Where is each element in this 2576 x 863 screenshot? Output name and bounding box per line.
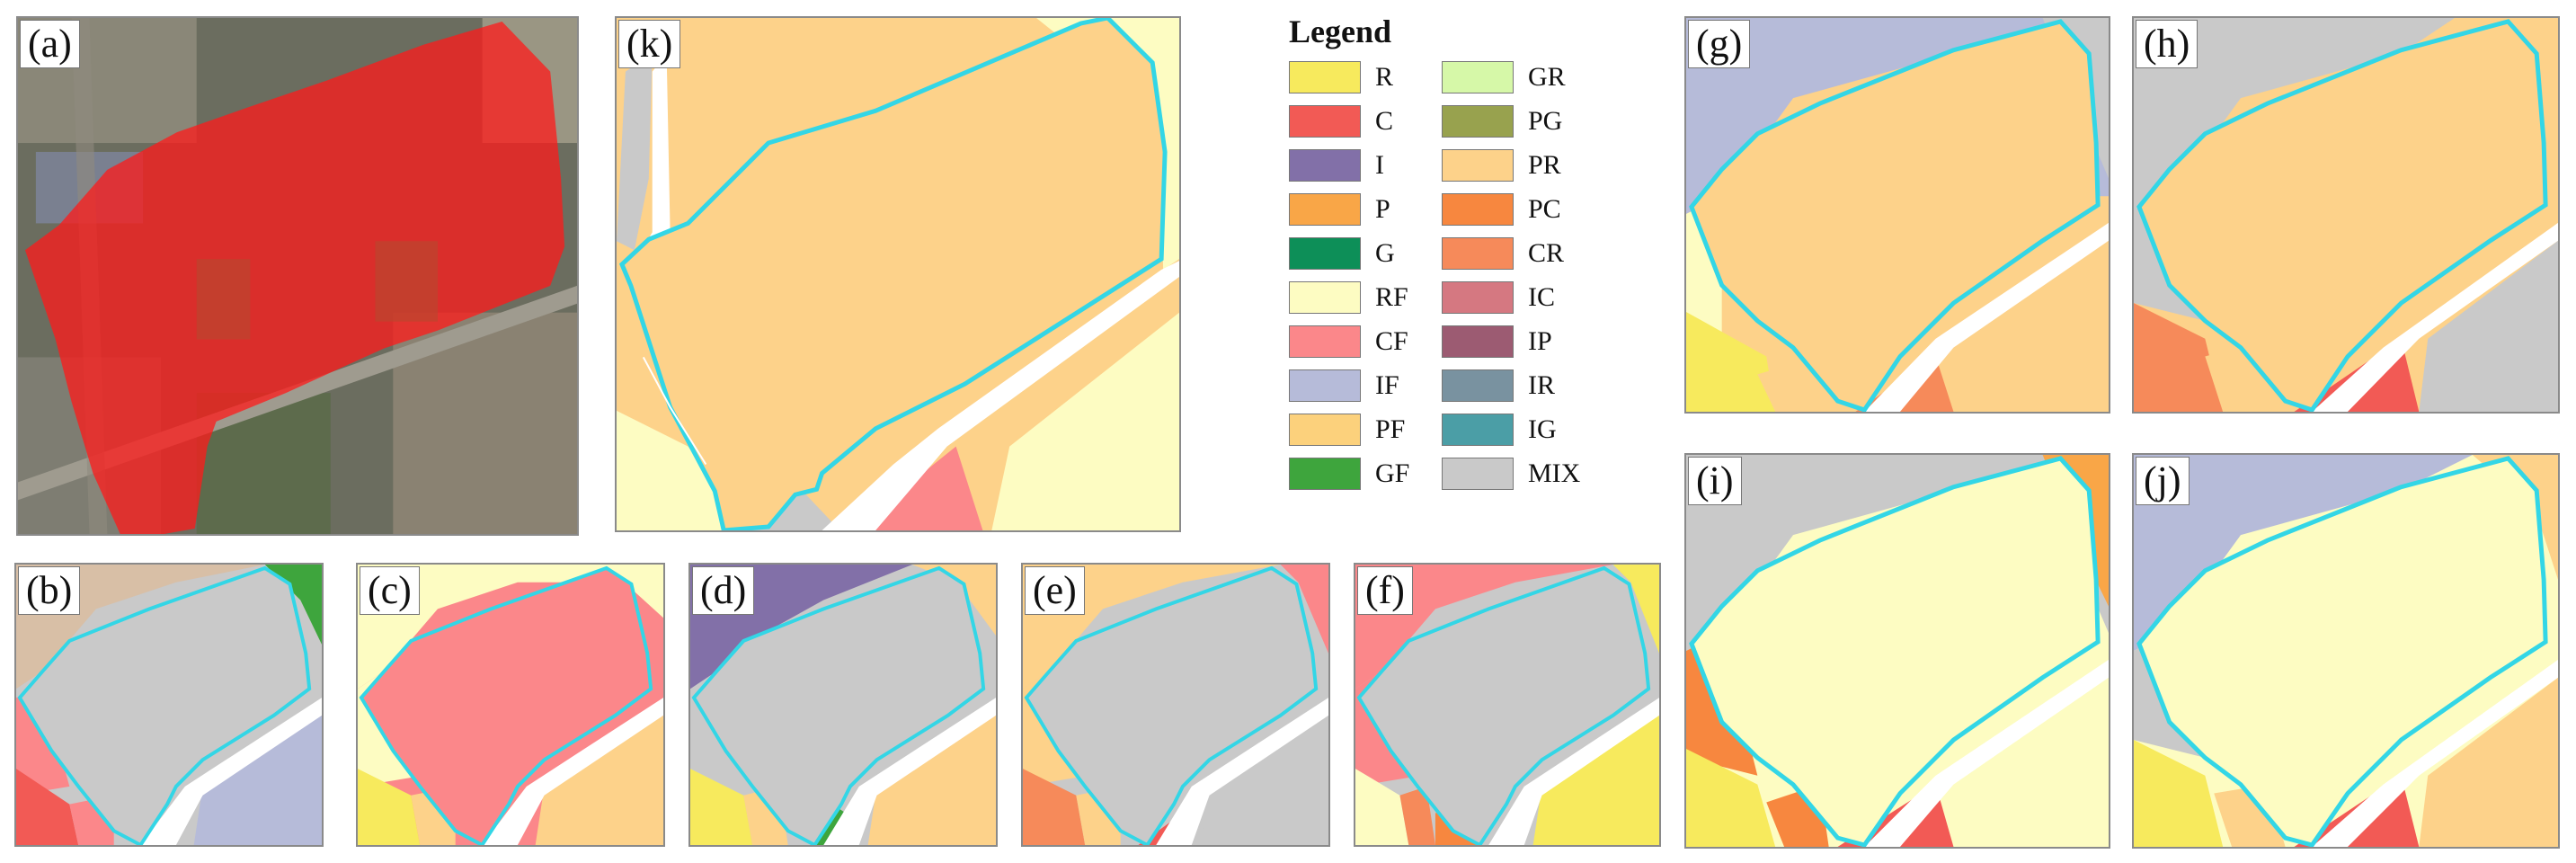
- legend-label: IG: [1528, 414, 1557, 444]
- landuse-map-h: [2134, 18, 2558, 412]
- legend-swatch: [1442, 458, 1514, 490]
- landuse-map-g: [1686, 18, 2109, 412]
- legend-swatch: [1289, 414, 1361, 446]
- panel-e-map: (e): [1021, 563, 1330, 847]
- panel-label-d: (d): [692, 566, 755, 615]
- legend-label: PR: [1528, 150, 1561, 180]
- panel-a-satellite: (a): [16, 16, 579, 536]
- legend: Legend R C I P G RF CF IF PF GF GR PG PR PC CR IC IP IR IG…: [1276, 13, 1582, 507]
- legend-label: R: [1375, 62, 1394, 92]
- legend-label: P: [1375, 194, 1390, 224]
- landuse-map-j: [2134, 455, 2558, 847]
- legend-label: G: [1375, 238, 1395, 268]
- panel-label-g: (g): [1688, 20, 1751, 68]
- legend-title: Legend: [1289, 13, 1392, 49]
- panel-f-map: (f): [1354, 563, 1661, 847]
- legend-label: IR: [1528, 370, 1555, 400]
- panel-label-b: (b): [18, 566, 81, 615]
- legend-label: MIX: [1528, 458, 1581, 488]
- legend-swatch: [1442, 369, 1514, 402]
- panel-b-map: (b): [14, 563, 324, 847]
- landuse-map-c: [358, 565, 663, 845]
- legend-swatch: [1442, 325, 1514, 358]
- satellite-image: [18, 18, 577, 534]
- panel-d-map: (d): [688, 563, 998, 847]
- legend-swatch: [1442, 237, 1514, 270]
- legend-swatch: [1442, 149, 1514, 182]
- legend-swatch: [1289, 281, 1361, 314]
- panel-label-f: (f): [1357, 566, 1413, 615]
- legend-label: CF: [1375, 326, 1408, 356]
- legend-swatch: [1442, 281, 1514, 314]
- legend-swatch: [1442, 193, 1514, 226]
- legend-label: PF: [1375, 414, 1406, 444]
- landuse-map-d: [690, 565, 996, 845]
- legend-swatch: [1289, 193, 1361, 226]
- panel-label-k: (k): [618, 20, 681, 68]
- panel-label-a: (a): [20, 20, 80, 68]
- panel-label-i: (i): [1688, 457, 1742, 505]
- legend-label: GF: [1375, 458, 1410, 488]
- panel-k-map: (k): [615, 16, 1181, 532]
- legend-swatch: [1289, 149, 1361, 182]
- legend-label: RF: [1375, 282, 1408, 312]
- landuse-map-i: [1686, 455, 2109, 847]
- legend-swatch: [1442, 105, 1514, 138]
- legend-label: IC: [1528, 282, 1555, 312]
- legend-swatch: [1289, 61, 1361, 93]
- legend-swatch: [1289, 369, 1361, 402]
- panel-g-map: (g): [1684, 16, 2110, 414]
- legend-swatch: [1442, 61, 1514, 93]
- legend-label: GR: [1528, 62, 1566, 92]
- legend-label: IP: [1528, 326, 1552, 356]
- landuse-map-k: [617, 18, 1179, 530]
- legend-label: I: [1375, 150, 1384, 180]
- legend-swatch: [1289, 105, 1361, 138]
- legend-label: PG: [1528, 106, 1563, 136]
- study-area-overlay: [24, 21, 565, 534]
- legend-label: CR: [1528, 238, 1565, 268]
- legend-swatch: [1289, 325, 1361, 358]
- legend-swatch: [1289, 237, 1361, 270]
- legend-swatch: [1289, 458, 1361, 490]
- panel-h-map: (h): [2132, 16, 2560, 414]
- legend-label: C: [1375, 106, 1394, 136]
- legend-label: IF: [1375, 370, 1399, 400]
- panel-label-j: (j): [2136, 457, 2190, 505]
- panel-i-map: (i): [1684, 453, 2110, 849]
- panel-c-map: (c): [356, 563, 665, 847]
- legend-label: PC: [1528, 194, 1561, 224]
- panel-label-h: (h): [2136, 20, 2198, 68]
- panel-label-c: (c): [360, 566, 420, 615]
- panel-label-e: (e): [1025, 566, 1085, 615]
- legend-swatch: [1442, 414, 1514, 446]
- panel-j-map: (j): [2132, 453, 2560, 849]
